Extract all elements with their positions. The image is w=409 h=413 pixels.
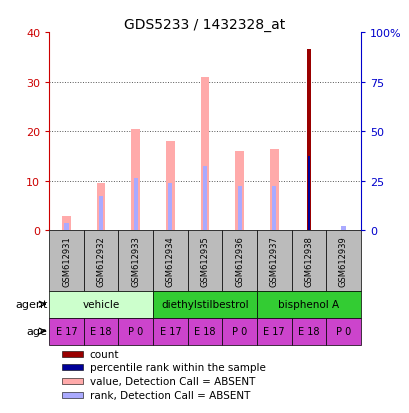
Bar [341,226,345,231]
Text: GSM612935: GSM612935 [200,236,209,286]
Bar [187,231,222,291]
Bar [61,365,83,370]
Text: P 0: P 0 [335,326,350,336]
Text: GSM612932: GSM612932 [97,236,106,286]
Bar [235,152,243,231]
Bar [222,318,256,345]
Bar [61,392,83,398]
Bar [237,186,241,231]
Bar [291,231,326,291]
Text: E 18: E 18 [194,326,215,336]
Text: GSM612936: GSM612936 [234,235,243,286]
Bar [49,291,153,318]
Text: vehicle: vehicle [82,299,119,309]
Bar [118,318,153,345]
Bar [200,78,209,231]
Text: diethylstilbestrol: diethylstilbestrol [161,299,248,309]
Text: GSM612938: GSM612938 [303,235,312,286]
Bar [64,223,68,231]
Bar [61,378,83,385]
Bar [97,184,105,231]
Text: agent: agent [15,299,47,309]
Text: rank, Detection Call = ABSENT: rank, Detection Call = ABSENT [90,390,249,400]
Text: age: age [27,326,47,336]
Text: count: count [90,349,119,358]
Bar [153,291,256,318]
Bar [62,216,71,231]
Bar [307,157,309,231]
Text: GSM612931: GSM612931 [62,236,71,286]
Text: GSM612933: GSM612933 [131,235,140,286]
Bar [49,231,83,291]
Bar [272,186,276,231]
Bar [118,231,153,291]
Bar [222,231,256,291]
Text: GSM612937: GSM612937 [269,235,278,286]
Title: GDS5233 / 1432328_at: GDS5233 / 1432328_at [124,18,285,32]
Text: GSM612934: GSM612934 [166,236,175,286]
Bar [291,318,326,345]
Bar [83,318,118,345]
Text: bisphenol A: bisphenol A [278,299,339,309]
Text: P 0: P 0 [128,326,143,336]
Bar [256,231,291,291]
Bar [269,149,278,231]
Bar [49,318,83,345]
Text: percentile rank within the sample: percentile rank within the sample [90,363,265,373]
Bar [133,179,137,231]
Text: GSM612939: GSM612939 [338,236,347,286]
Text: value, Detection Call = ABSENT: value, Detection Call = ABSENT [90,376,254,386]
Bar [168,184,172,231]
Bar [326,318,360,345]
Bar [83,231,118,291]
Text: E 18: E 18 [90,326,112,336]
Bar [306,50,310,231]
Bar [153,231,187,291]
Bar [256,291,360,318]
Bar [256,318,291,345]
Bar [99,196,103,231]
Text: E 17: E 17 [56,326,77,336]
Bar [326,231,360,291]
Bar [153,318,187,345]
Text: E 17: E 17 [263,326,284,336]
Bar [202,166,207,231]
Bar [187,318,222,345]
Text: P 0: P 0 [231,326,247,336]
Bar [61,351,83,357]
Text: E 18: E 18 [297,326,319,336]
Text: E 17: E 17 [159,326,181,336]
Bar [131,130,140,231]
Bar [166,142,174,231]
